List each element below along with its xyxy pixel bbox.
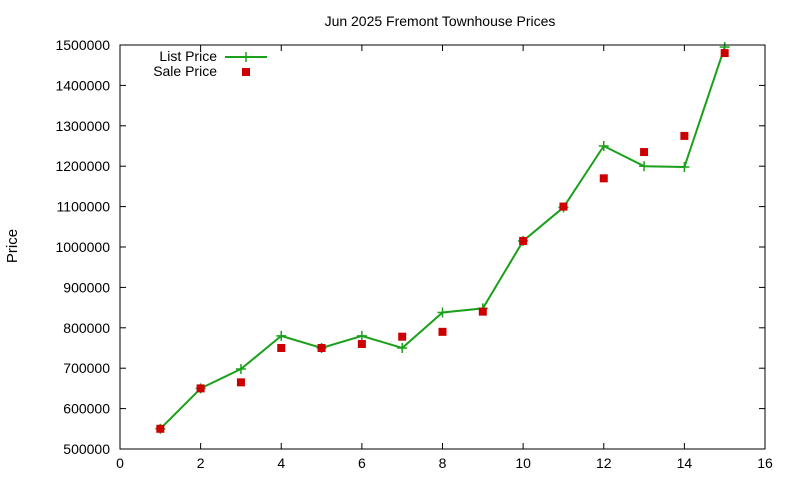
sale-price-point (519, 236, 528, 245)
sale-price-point (156, 424, 165, 433)
y-tick-label: 700000 (63, 360, 110, 376)
y-tick-label: 1200000 (55, 158, 110, 174)
list-price-point (639, 161, 650, 172)
list-price-point (679, 162, 690, 173)
y-tick-label: 500000 (63, 441, 110, 457)
legend-label-list-price: List Price (159, 48, 217, 64)
x-tick-label: 0 (116, 455, 124, 471)
sale-price-point (357, 339, 366, 348)
y-tick-label: 900000 (63, 279, 110, 295)
legend: List Price Sale Price (153, 48, 267, 79)
y-tick-label: 1500000 (55, 37, 110, 53)
sale-price-point (317, 344, 326, 352)
sale-price-point (599, 174, 608, 183)
x-tick-label: 16 (757, 455, 773, 471)
legend-label-sale-price: Sale Price (153, 63, 217, 79)
y-tick-label: 1000000 (55, 239, 110, 255)
sale-price-point (398, 332, 407, 341)
y-tick-label: 800000 (63, 320, 110, 336)
y-tick-label: 600000 (63, 401, 110, 417)
x-tick-label: 10 (515, 455, 531, 471)
x-tick-label: 2 (197, 455, 205, 471)
ticks-layer: 0 2 4 6 8 10 12 14 16 500000 600000 700000 800000 900… (55, 37, 773, 471)
chart-title: Jun 2025 Fremont Townhouse Prices (325, 13, 556, 29)
series-line-list-price (159, 46, 726, 430)
sale-price-point (236, 378, 245, 387)
y-tick-label: 1300000 (55, 118, 110, 134)
list-price-point (397, 343, 408, 353)
sale-price-point (196, 384, 205, 393)
y-tick-label: 1100000 (57, 199, 111, 215)
sale-price-point (720, 49, 729, 58)
sale-price-point (478, 307, 487, 316)
list-price-point (235, 364, 246, 375)
list-price-point (276, 330, 287, 341)
list-price-point (437, 307, 448, 318)
x-tick-label: 8 (439, 455, 447, 471)
list-price-point (356, 330, 367, 341)
x-tick-label: 12 (596, 455, 612, 471)
x-tick-label: 14 (677, 455, 693, 471)
sale-price-point (640, 148, 649, 157)
x-tick-label: 6 (358, 455, 366, 471)
y-axis-label: Price (4, 229, 21, 263)
x-tick-label: 4 (277, 455, 285, 471)
sale-price-point (277, 344, 286, 352)
sale-price-point (438, 327, 447, 336)
sale-price-point (559, 202, 568, 211)
list-price-point (598, 141, 609, 151)
y-tick-label: 1400000 (55, 77, 110, 93)
legend-sample-list-price-marker (241, 52, 251, 62)
legend-sample-sale-price-marker (242, 68, 250, 76)
sale-price-point (680, 131, 689, 140)
series-layer (155, 42, 730, 434)
plot-area-frame (119, 44, 766, 450)
